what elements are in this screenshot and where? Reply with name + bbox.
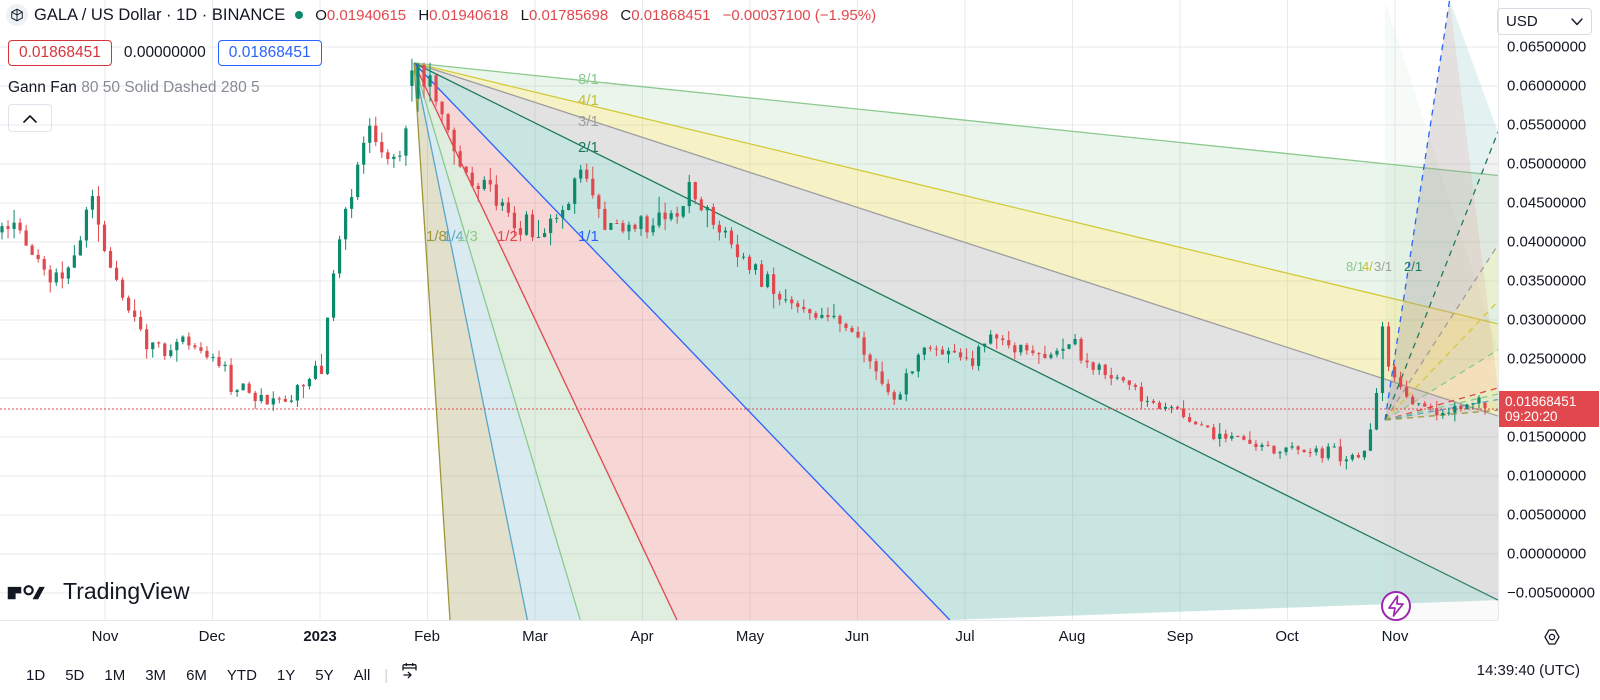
svg-text:4/: 4/ (1362, 259, 1373, 274)
svg-text:2/1: 2/1 (1404, 259, 1422, 274)
svg-text:1/3: 1/3 (457, 228, 478, 245)
svg-text:3/1: 3/1 (578, 113, 599, 130)
svg-text:2/1: 2/1 (578, 139, 599, 156)
svg-text:3/1: 3/1 (1374, 259, 1392, 274)
svg-text:8/1: 8/1 (578, 71, 599, 88)
svg-text:1/1: 1/1 (578, 228, 599, 245)
svg-text:4/1: 4/1 (578, 92, 599, 109)
